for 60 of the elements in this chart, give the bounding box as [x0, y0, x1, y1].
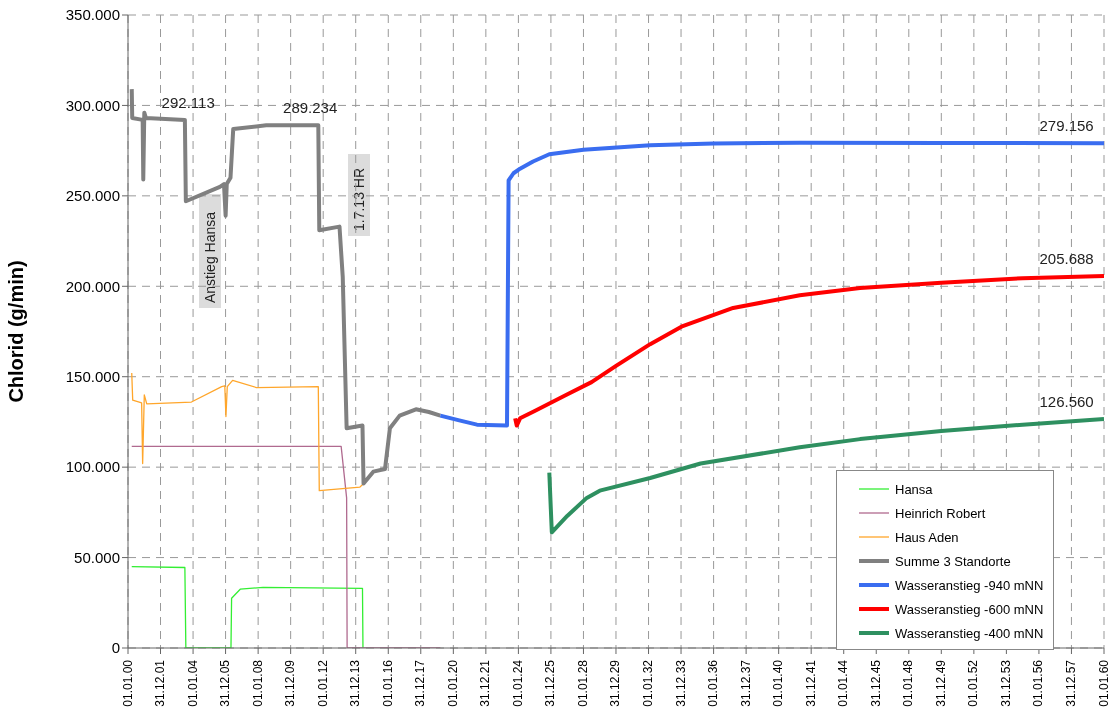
y-tick-label: 100.000: [65, 458, 120, 476]
y-tick-label: 150.000: [65, 368, 120, 386]
annotation: 279.156: [1039, 117, 1094, 135]
x-tick-label: 01.01.40: [771, 659, 786, 707]
x-tick-label: 31.12.01: [153, 659, 168, 707]
x-tick-label: 31.12.33: [673, 659, 688, 707]
x-tick-label: 01.01.44: [836, 659, 851, 707]
x-tick-label: 31.12.13: [348, 659, 363, 707]
y-tick-label: 250.000: [65, 187, 120, 205]
x-tick-label: 01.01.60: [1096, 659, 1111, 707]
x-tick-label: 01.01.36: [706, 659, 721, 707]
legend-label: Wasseranstieg -600 mNN: [895, 601, 1044, 617]
legend-label: Wasseranstieg -940 mNN: [895, 577, 1044, 593]
line-series: [438, 140, 1104, 428]
x-tick-label: 01.01.52: [966, 659, 981, 707]
x-tick-label: 01.01.20: [445, 659, 460, 707]
x-tick-label: 01.01.08: [250, 659, 265, 707]
x-tick-label: 01.01.12: [315, 659, 330, 707]
annotation: 289.234: [283, 98, 338, 116]
x-tick-label: 01.01.24: [510, 659, 525, 707]
x-tick-label: 01.01.28: [575, 659, 590, 707]
x-tick-label: 31.12.41: [803, 659, 818, 707]
line-series: [131, 565, 364, 648]
legend-label: Wasseranstieg -400 mNN: [895, 625, 1044, 641]
legend-label: Hansa: [895, 481, 933, 497]
x-tick-label: 31.12.45: [868, 659, 883, 707]
x-tick-label: 31.12.37: [738, 659, 753, 707]
y-tick-label: 300.000: [65, 96, 120, 114]
x-tick-label: 31.12.17: [413, 659, 428, 707]
annotation: 126.560: [1039, 393, 1094, 411]
x-tick-label: 31.12.09: [283, 659, 298, 707]
annotation: 205.688: [1039, 250, 1094, 267]
x-tick-label: 01.01.00: [120, 659, 135, 707]
legend-label: Haus Aden: [895, 529, 959, 545]
x-tick-label: 31.12.05: [218, 659, 233, 707]
x-tick-label: 01.01.56: [1031, 659, 1046, 707]
line-series: [131, 372, 364, 492]
line-series: [513, 274, 1104, 428]
x-tick-label: 31.12.49: [933, 659, 948, 707]
x-tick-label: 31.12.29: [608, 659, 623, 707]
y-axis-title: Chlorid (g/min): [5, 260, 28, 403]
annotation: 1.7.13 HR: [351, 167, 367, 231]
annotation: Anstieg Hansa: [202, 211, 218, 303]
y-tick-label: 0: [111, 639, 120, 657]
x-tick-label: 01.01.04: [185, 659, 200, 707]
line-series: [547, 417, 1104, 535]
y-tick-label: 50.000: [74, 548, 120, 566]
x-tick-label: 31.12.57: [1063, 659, 1078, 707]
legend-label: Heinrich Robert: [895, 505, 986, 521]
x-tick-label: 31.12.53: [998, 659, 1013, 707]
x-tick-label: 01.01.48: [901, 659, 916, 707]
y-tick-label: 200.000: [65, 277, 120, 295]
x-tick-label: 01.01.32: [641, 659, 656, 707]
line-series: [129, 87, 443, 486]
y-tick-label: 350.000: [65, 6, 120, 24]
annotation: 292.113: [161, 93, 215, 111]
x-tick-label: 01.01.16: [380, 659, 395, 707]
legend-label: Summe 3 Standorte: [895, 553, 1011, 569]
x-tick-label: 31.12.21: [478, 659, 493, 707]
x-tick-label: 31.12.25: [543, 659, 558, 707]
